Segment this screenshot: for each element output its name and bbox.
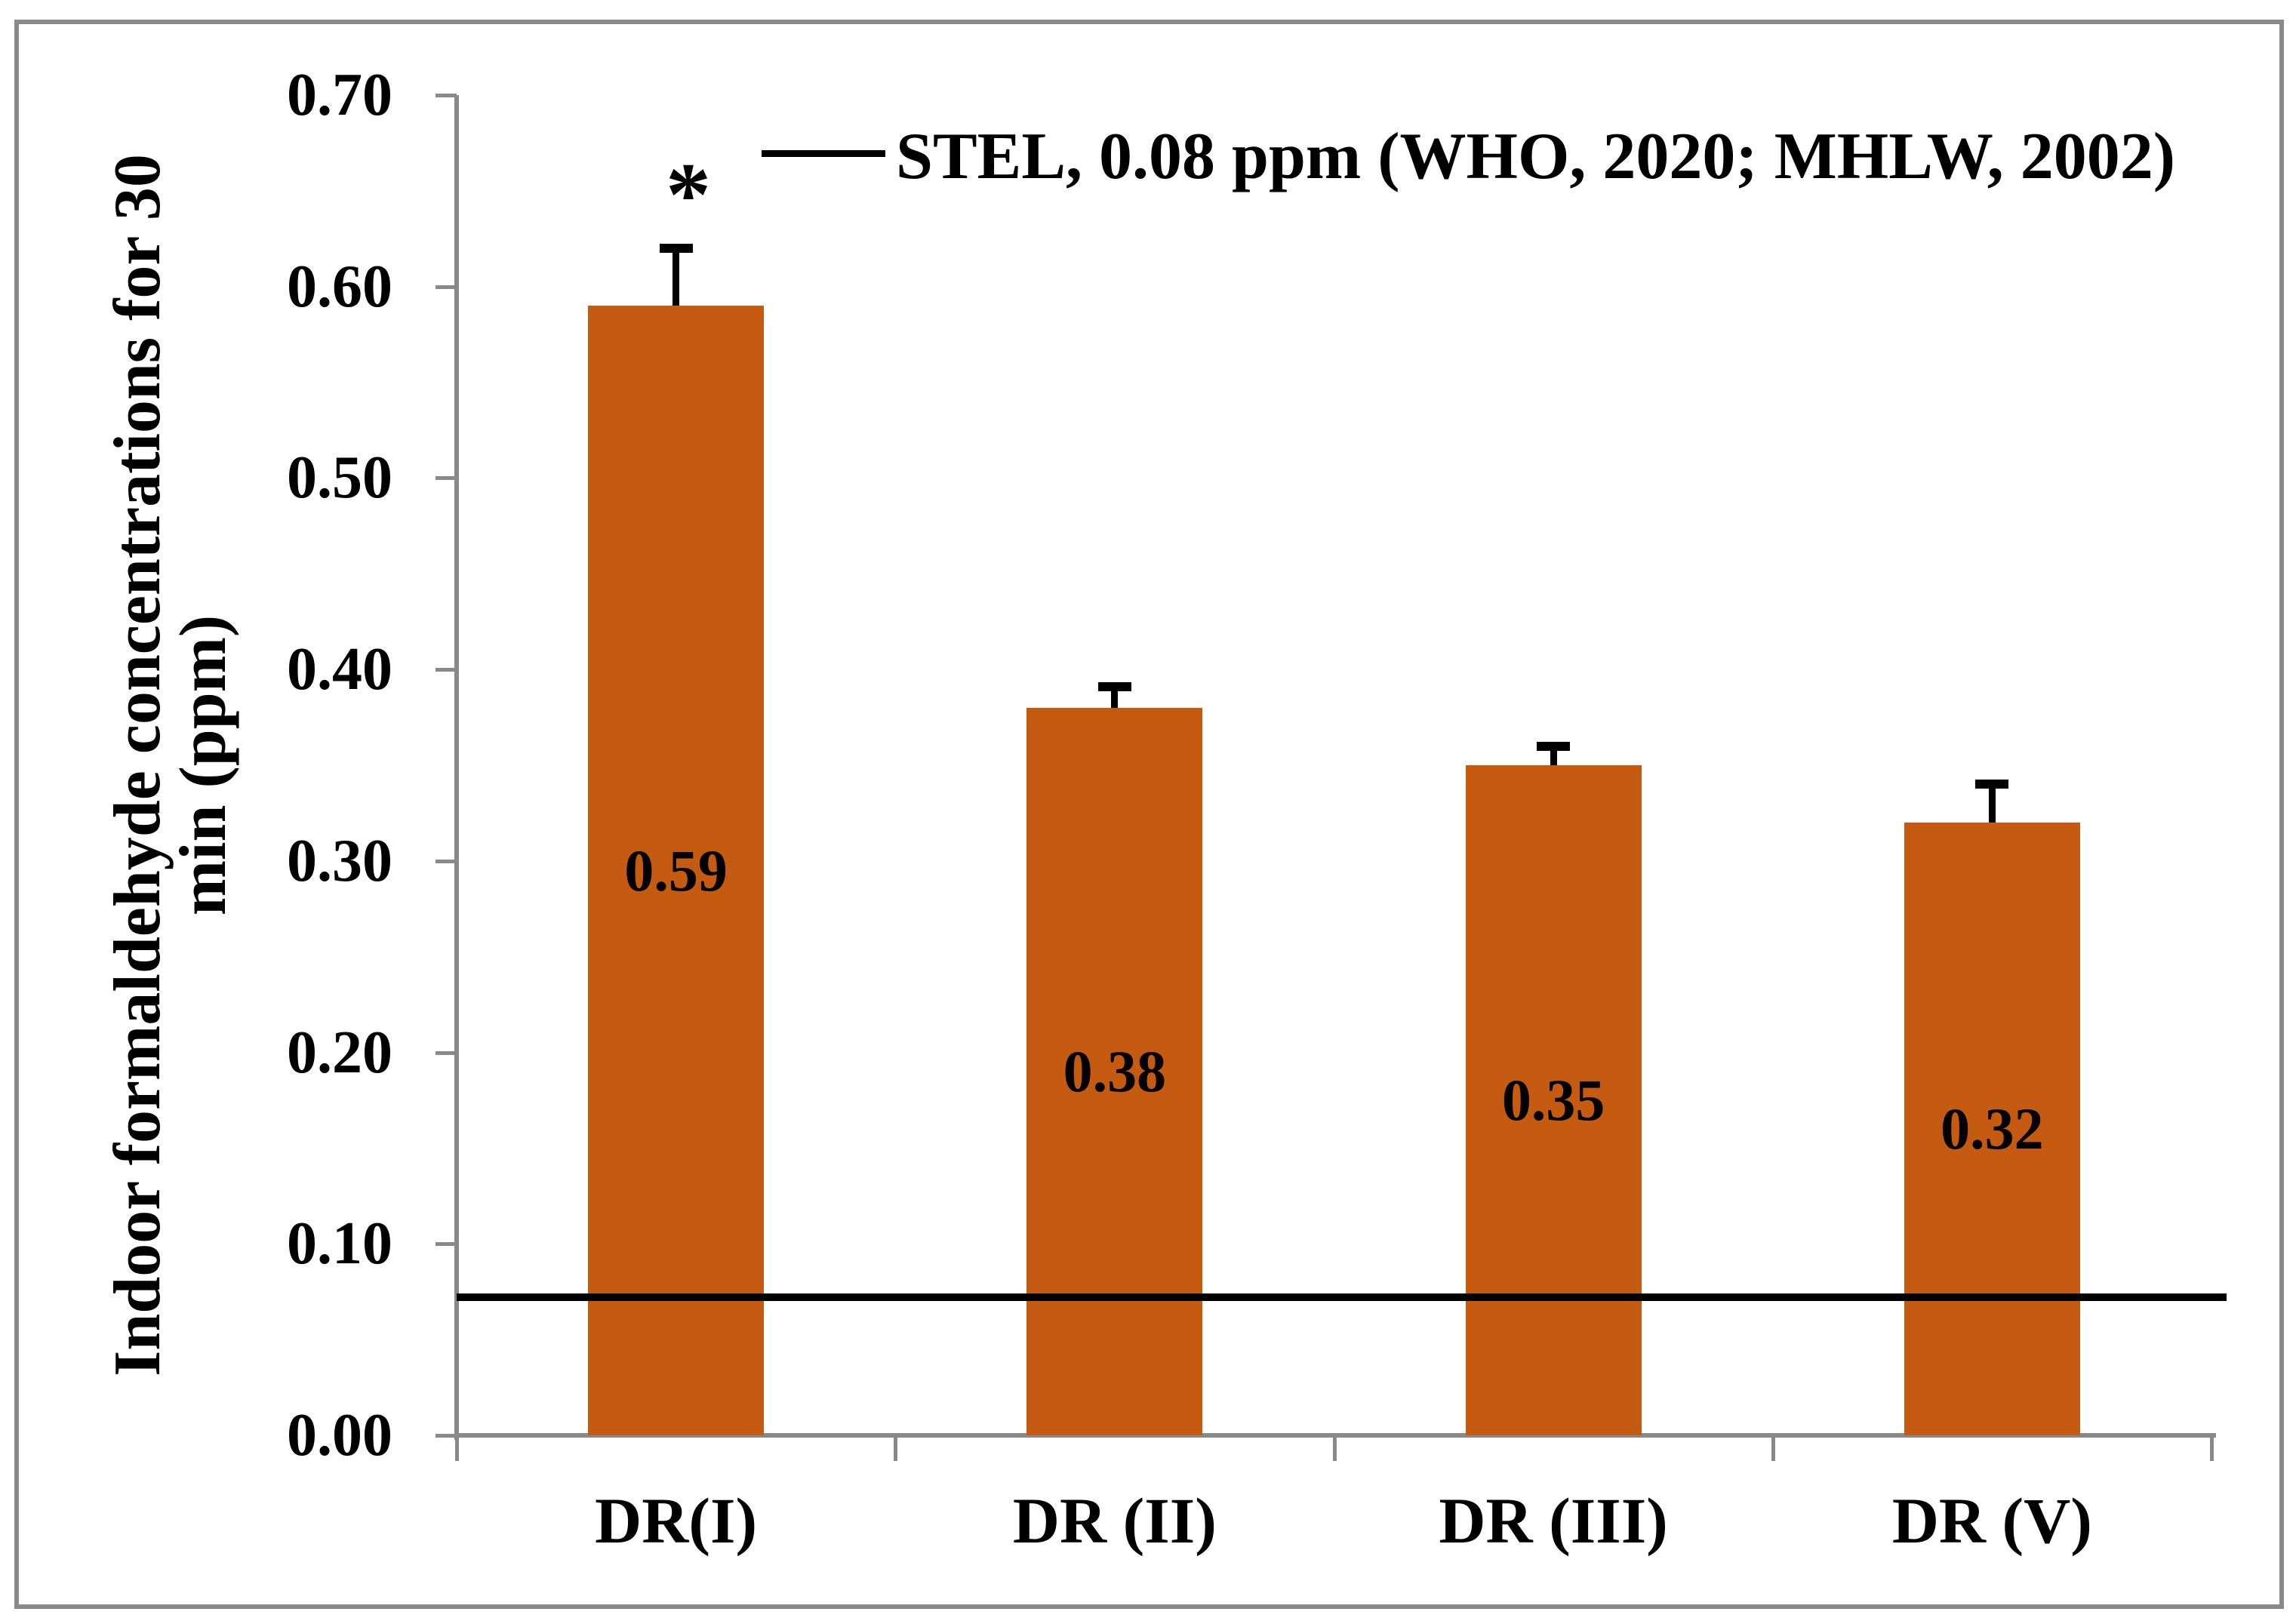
x-tick-mark [894, 1435, 898, 1461]
bar-value-label: 0.32 [1941, 1096, 2044, 1162]
legend-label: STEL, 0.08 ppm (WHO, 2020; MHLW, 2002) [896, 120, 2176, 193]
y-tick-mark [436, 285, 457, 289]
error-bar-cap [1537, 741, 1571, 751]
error-bar-whisker [1550, 746, 1557, 765]
y-tick-label: 0.30 [287, 827, 392, 894]
figure-border [14, 20, 2284, 1609]
bar-drv [1904, 823, 2080, 1435]
y-tick-label: 0.00 [287, 1402, 392, 1469]
error-bar-cap [1975, 780, 2009, 789]
x-category-label: DR (III) [1439, 1484, 1668, 1557]
y-tick-mark [436, 668, 457, 672]
error-bar-cap [1097, 681, 1131, 691]
bar-dri [588, 306, 765, 1435]
bar-value-label: 0.59 [624, 837, 728, 903]
y-tick-mark [436, 859, 457, 863]
error-bar-whisker [672, 248, 680, 306]
x-tick-mark [1332, 1435, 1337, 1461]
y-tick-label: 0.40 [287, 636, 392, 703]
y-tick-mark [436, 1242, 457, 1247]
x-tick-mark [455, 1435, 459, 1461]
y-tick-label: 0.60 [287, 253, 392, 320]
significance-asterisk: * [666, 144, 711, 245]
error-bar-whisker [1111, 686, 1119, 708]
x-category-label: DR(I) [595, 1484, 758, 1557]
legend-line-icon [762, 150, 885, 157]
y-axis-line [454, 95, 459, 1440]
x-tick-mark [2210, 1435, 2214, 1461]
y-tick-label: 0.10 [287, 1210, 392, 1278]
bar-value-label: 0.35 [1501, 1067, 1605, 1133]
bar-value-label: 0.38 [1063, 1038, 1167, 1104]
y-axis-title-text-line1: Indoor formaldehyde concentrations for 3… [101, 154, 174, 1376]
y-tick-label: 0.50 [287, 444, 392, 512]
bar-driii [1465, 765, 1642, 1435]
y-tick-mark [436, 94, 457, 97]
stel-reference-line [457, 1293, 2227, 1302]
x-category-label: DR (V) [1891, 1484, 2092, 1557]
x-category-label: DR (II) [1012, 1484, 1217, 1557]
y-tick-mark [436, 1434, 457, 1438]
error-bar-whisker [1988, 784, 1996, 823]
y-tick-label: 0.20 [287, 1019, 392, 1086]
x-tick-mark [1771, 1435, 1775, 1461]
y-tick-mark [436, 1050, 457, 1055]
y-tick-mark [436, 476, 457, 481]
error-bar-cap [659, 243, 693, 253]
bar-drii [1026, 707, 1203, 1435]
y-tick-label: 0.70 [287, 62, 392, 128]
